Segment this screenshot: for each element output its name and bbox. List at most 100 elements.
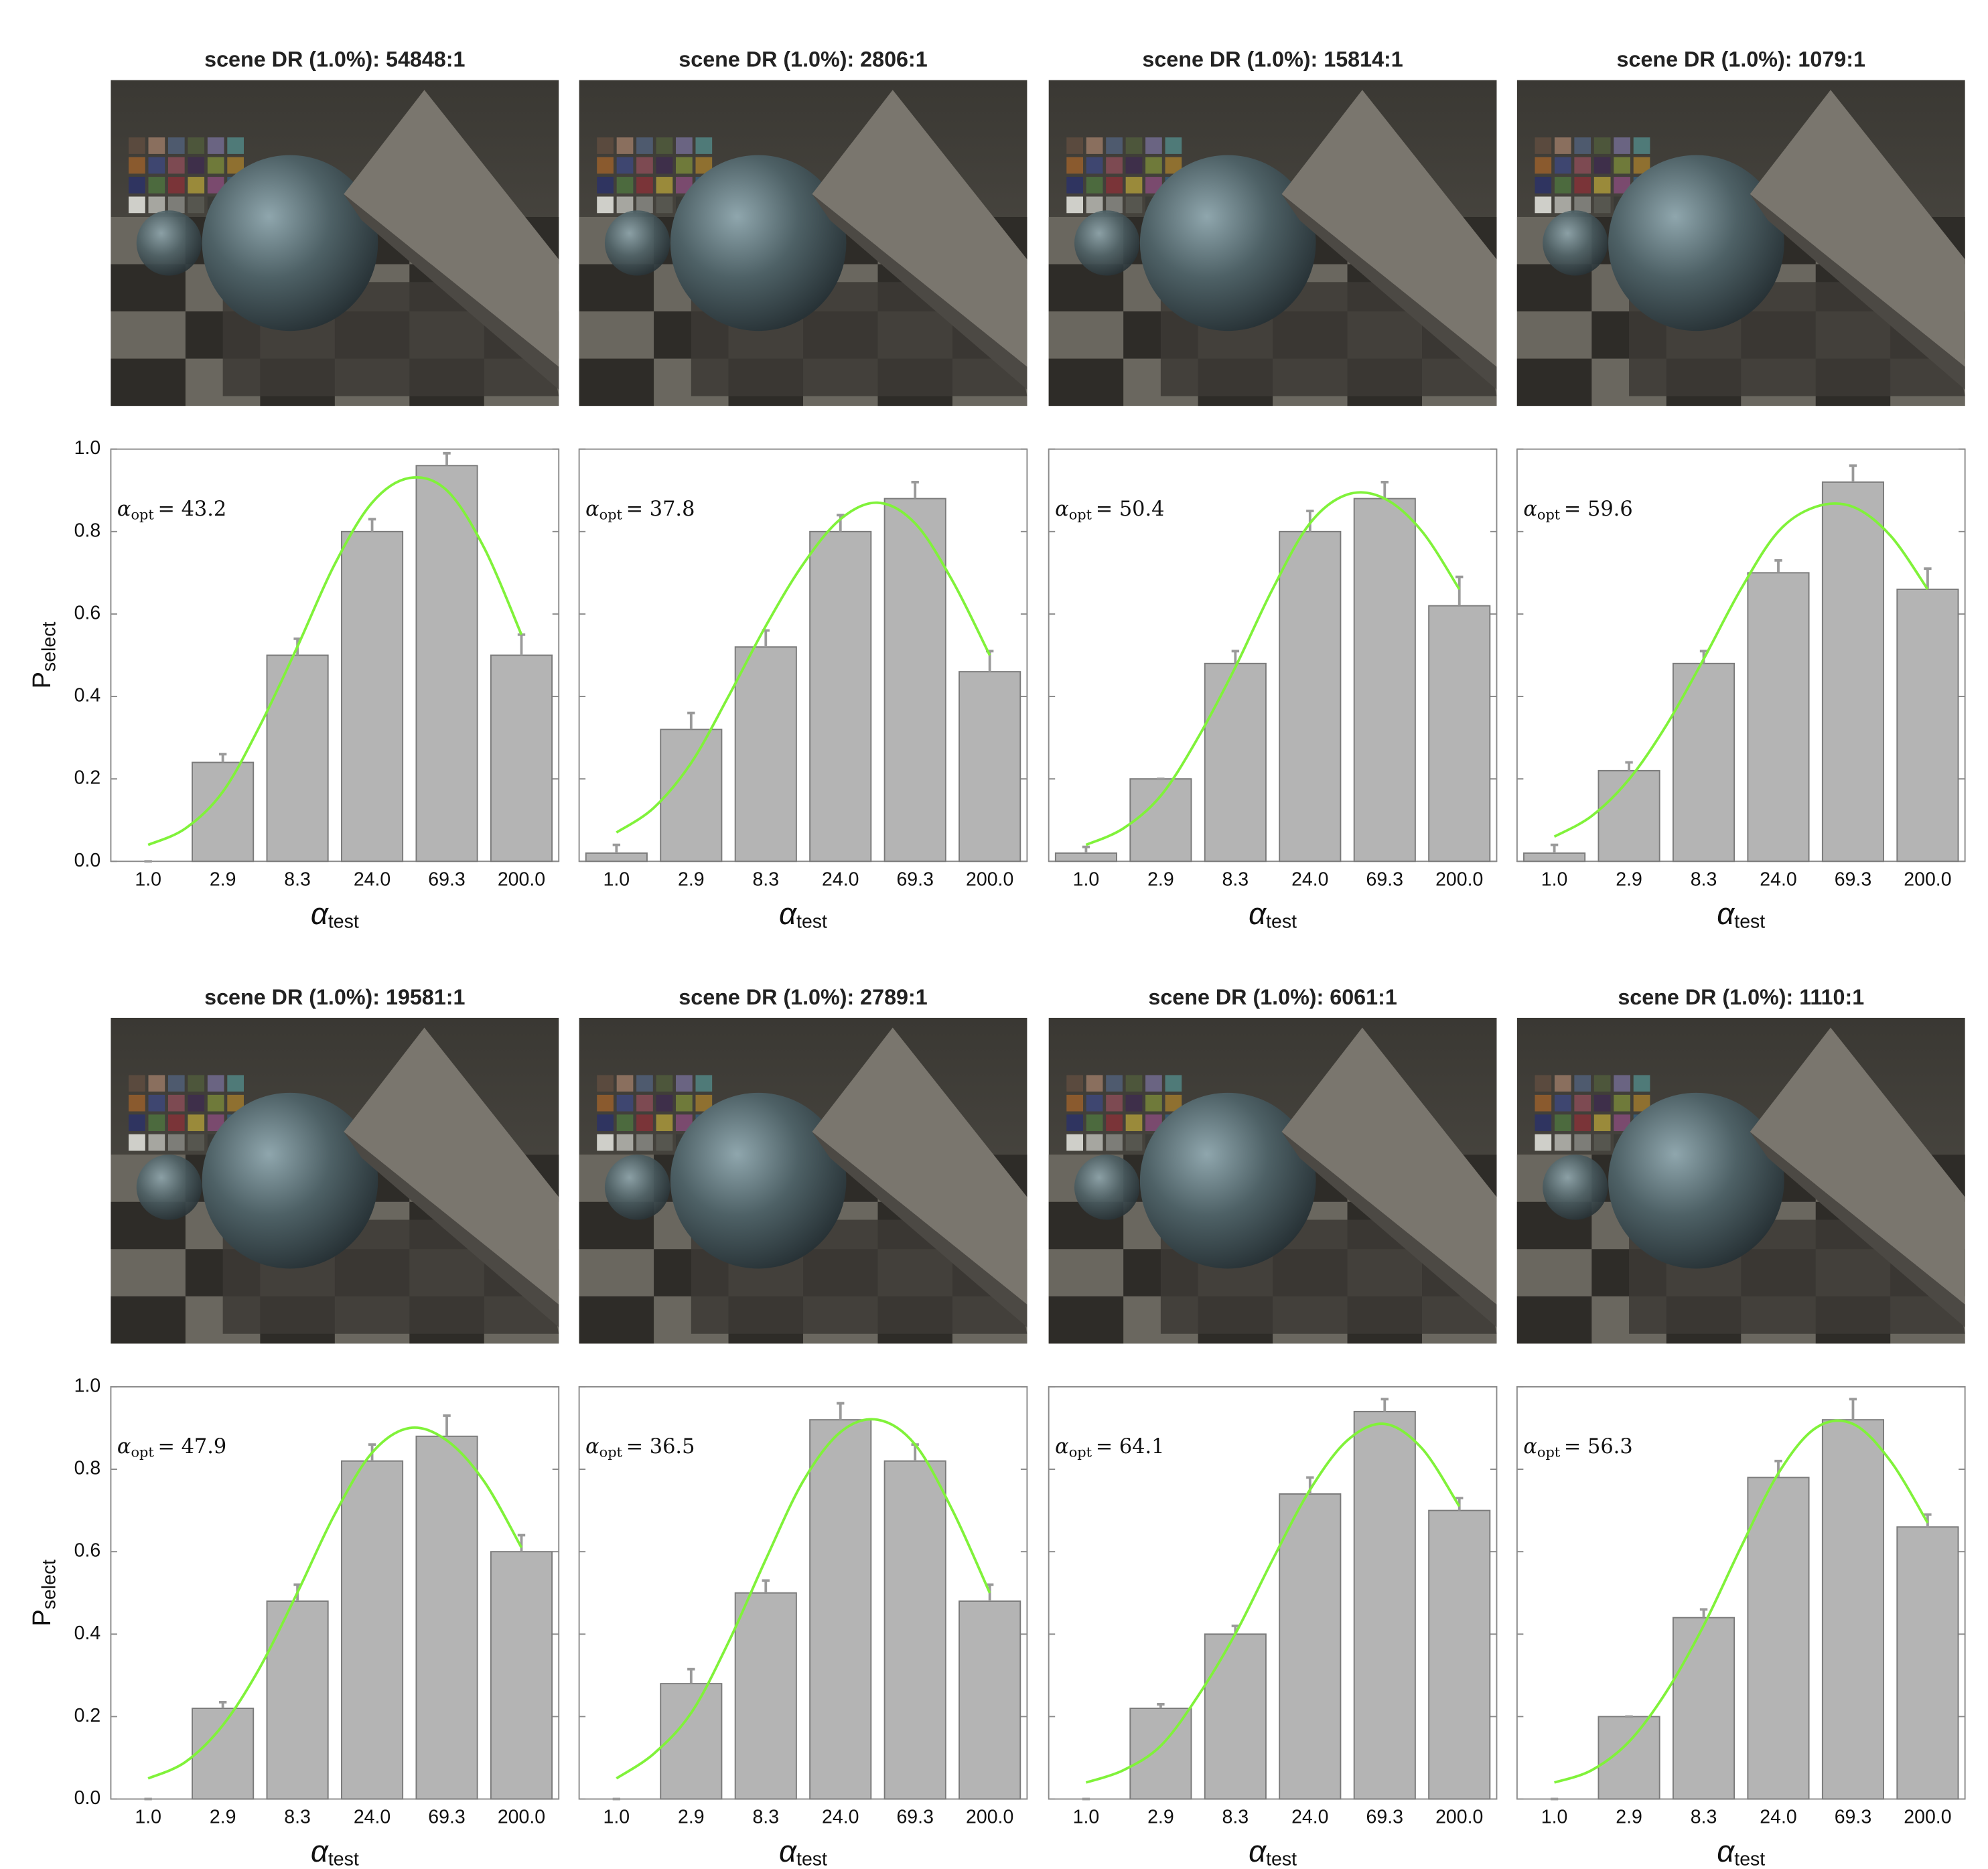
fit-curve — [147, 1426, 523, 1780]
bar — [1747, 572, 1810, 863]
color-patch — [1106, 157, 1123, 174]
plot-frame — [1516, 1386, 1966, 1800]
color-patch — [1614, 1075, 1630, 1092]
large-sphere — [1608, 155, 1784, 331]
color-patch — [188, 196, 205, 214]
color-patch — [1145, 1075, 1162, 1092]
y-axis-label-subscript: select — [38, 1560, 60, 1609]
x-tick-label: 1.0 — [604, 1807, 630, 1828]
error-bar — [911, 481, 919, 499]
x-tick-label: 24.0 — [822, 869, 859, 890]
bar — [734, 1592, 797, 1800]
color-patch — [1574, 1134, 1591, 1151]
color-patch — [656, 196, 673, 214]
x-tick-label: 200.0 — [498, 869, 545, 890]
fit-curve — [1553, 502, 1929, 838]
scene-image — [1516, 1017, 1965, 1344]
panel-title: scene DR (1.0%): 6061:1 — [1148, 985, 1397, 1009]
color-patch — [1554, 1094, 1571, 1112]
panel-title: scene DR (1.0%): 19581:1 — [204, 985, 465, 1009]
fit-curve — [616, 501, 991, 834]
plot-frame — [110, 1386, 560, 1800]
color-patch — [636, 137, 653, 154]
error-bar — [368, 518, 376, 532]
color-patch — [616, 1114, 634, 1132]
large-sphere — [1608, 1092, 1784, 1269]
color-patch — [1086, 157, 1103, 174]
color-patch — [1593, 137, 1611, 154]
panel-title: scene DR (1.0%): 1110:1 — [1618, 985, 1864, 1009]
color-patch — [1125, 196, 1143, 214]
panel-title: scene DR (1.0%): 2806:1 — [679, 48, 927, 72]
color-patch — [1535, 157, 1552, 174]
color-patch — [1593, 1075, 1611, 1092]
error-bar — [762, 1579, 770, 1593]
bar — [192, 761, 255, 863]
color-patch — [1535, 1075, 1552, 1092]
color-patch — [1086, 177, 1103, 194]
color-patch — [636, 177, 653, 194]
scene-slab — [812, 1027, 1027, 1304]
x-axis-label: αtest — [1249, 897, 1297, 932]
color-patch — [616, 137, 634, 154]
color-patch — [656, 157, 673, 174]
color-patch — [1086, 196, 1103, 214]
x-axis-label-subscript: test — [1266, 1848, 1297, 1869]
color-patch — [227, 137, 244, 154]
color-patch — [1574, 1075, 1591, 1092]
scene-slab-edge — [344, 1132, 559, 1328]
color-patch — [1593, 177, 1611, 194]
color-patch — [1574, 137, 1591, 154]
color-patch — [656, 137, 673, 154]
fit-curve — [1085, 491, 1461, 846]
annotation-symbol: α — [1523, 1435, 1537, 1459]
color-patch — [188, 177, 205, 194]
y-tick-label: 0.4 — [74, 685, 101, 706]
x-axis-label-subscript: test — [1266, 911, 1297, 932]
color-patch — [1066, 196, 1083, 214]
color-patch — [129, 1075, 145, 1092]
bar — [585, 852, 648, 863]
bar — [1672, 1617, 1735, 1800]
y-tick-label: 1.0 — [74, 1375, 101, 1396]
color-patch — [616, 1134, 634, 1151]
floor-tile — [1048, 1296, 1124, 1344]
color-patch — [1593, 1134, 1611, 1151]
bar — [1353, 1410, 1416, 1800]
x-tick-label: 8.3 — [752, 869, 779, 890]
scene-image — [579, 80, 1027, 406]
annotation-symbol: α — [117, 1435, 131, 1459]
bar — [490, 1551, 553, 1800]
color-patch — [656, 1134, 673, 1151]
x-tick-label: 2.9 — [210, 1807, 236, 1828]
plot-frame — [1048, 1386, 1498, 1800]
y-tick-label: 0.2 — [74, 1705, 101, 1726]
annotation-text: = 64.1 — [1096, 1435, 1165, 1459]
panel-title: scene DR (1.0%): 54848:1 — [204, 48, 465, 72]
error-bar — [517, 1534, 526, 1552]
color-patch — [597, 137, 614, 154]
y-tick-label: 0.8 — [74, 520, 101, 541]
floor-tile — [1516, 358, 1592, 406]
fit-curve — [147, 476, 523, 846]
color-patch — [207, 137, 224, 154]
annotation: αopt = 36.5 — [585, 1435, 695, 1460]
bar — [1204, 662, 1267, 863]
y-tick-label: 0.2 — [74, 767, 101, 789]
color-patch — [1066, 137, 1083, 154]
error-bar — [687, 711, 695, 730]
error-bar — [218, 753, 227, 763]
bar — [1428, 605, 1491, 863]
x-axis-label: αtest — [311, 897, 359, 932]
x-tick-label: 200.0 — [1904, 1807, 1951, 1828]
bar — [1672, 662, 1735, 863]
bar — [1353, 498, 1416, 863]
color-patch — [148, 196, 165, 214]
color-patch — [1574, 1094, 1591, 1112]
color-patch — [1574, 157, 1591, 174]
color-patch — [1145, 1094, 1162, 1112]
bar — [1129, 778, 1192, 863]
x-tick-label: 69.3 — [1366, 1807, 1403, 1828]
error-bar — [1849, 464, 1857, 482]
small-sphere — [1543, 1154, 1608, 1220]
